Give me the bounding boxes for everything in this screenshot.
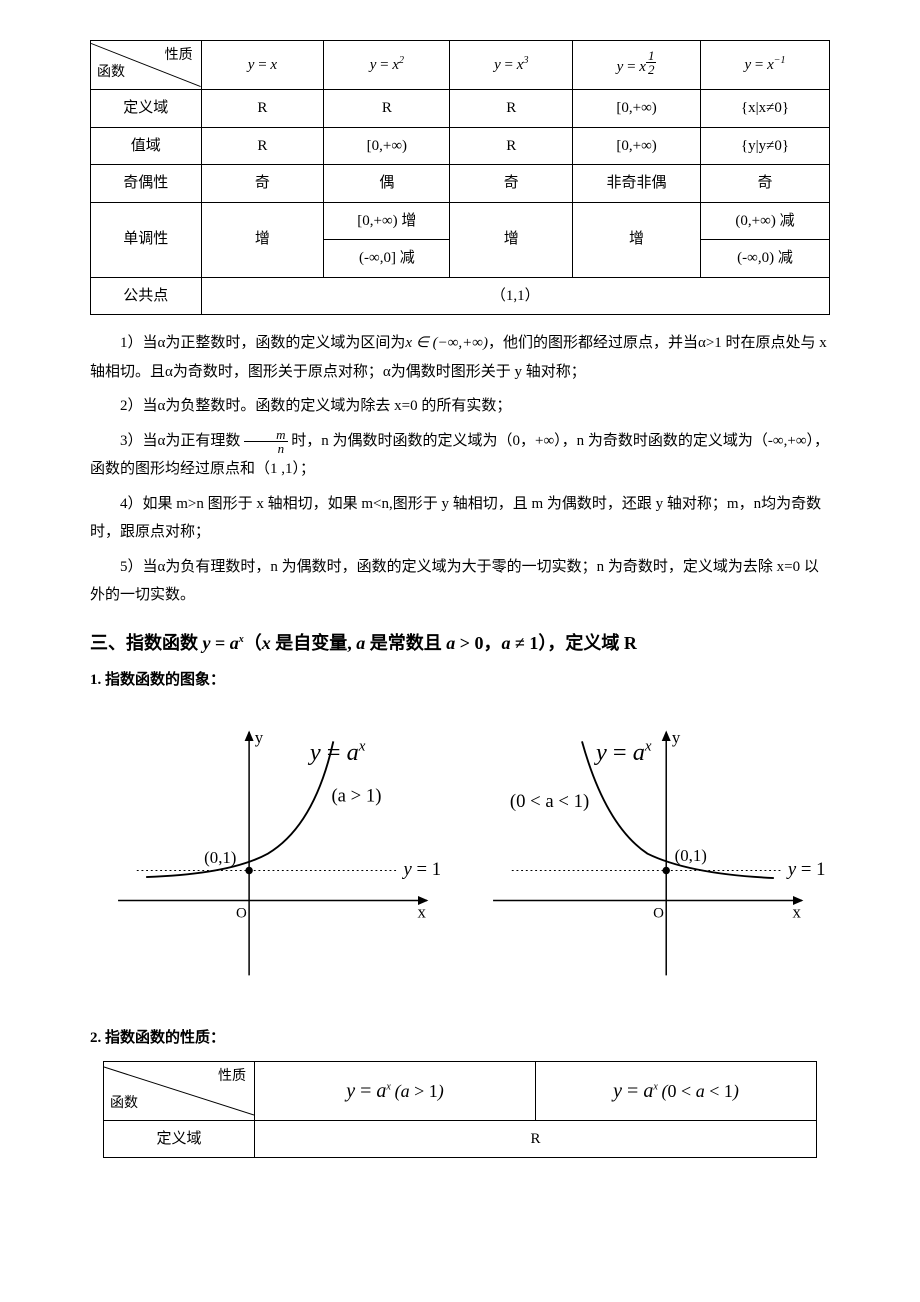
- y-axis-label: y: [255, 728, 264, 747]
- table-row: 定义域 R R R [0,+∞) {x|x≠0}: [91, 90, 830, 128]
- cell: 奇: [701, 165, 830, 203]
- power-fn-table: 性质 函数 y = x y = x2 y = x3 y = x12 y = x−…: [90, 40, 830, 315]
- origin-label: O: [236, 906, 247, 922]
- col-h1: y = ax (a > 1): [255, 1061, 536, 1120]
- row-label: 值域: [91, 127, 202, 165]
- cell: [0,+∞): [573, 127, 701, 165]
- section-3-title: 三、指数函数 y = ax（x 是自变量, a 是常数且 a > 0，a ≠ 1…: [90, 626, 830, 660]
- col-h1: y = x: [201, 41, 324, 90]
- diag-bottom: 函数: [97, 60, 125, 87]
- text: ，: [484, 633, 502, 653]
- table-row: 定义域 R: [104, 1120, 817, 1158]
- cell: [0,+∞) 增: [324, 202, 450, 240]
- svg-text:y = 1: y = 1: [786, 859, 826, 880]
- cell: 偶: [324, 165, 450, 203]
- cell: R: [201, 90, 324, 128]
- x-axis-label: x: [793, 903, 802, 922]
- cond-label: (a > 1): [331, 785, 381, 806]
- text: ），定义域 R: [538, 633, 637, 653]
- para-5: 5）当α为负有理数时，n 为偶数时，函数的定义域为大于零的一切实数；n 为奇数时…: [90, 553, 830, 610]
- cell: 奇: [201, 165, 324, 203]
- col-h2: y = x2: [324, 41, 450, 90]
- col-h5: y = x−1: [701, 41, 830, 90]
- sub-2: 2. 指数函数的性质：: [90, 1024, 830, 1053]
- row-label: 公共点: [91, 277, 202, 315]
- table-row: 公共点 （1,1）: [91, 277, 830, 315]
- cell: R: [201, 127, 324, 165]
- svg-text:y = ax: y = ax: [307, 739, 366, 766]
- row-label: 定义域: [104, 1120, 255, 1158]
- col-h4: y = x12: [573, 41, 701, 90]
- para-3: 3）当α为正有理数 mn 时，n 为偶数时函数的定义域为（0，+∞），n 为奇数…: [90, 427, 830, 484]
- para-1: 1）当α为正整数时，函数的定义域为区间为x ∈ (−∞,+∞)，他们的图形都经过…: [90, 329, 830, 386]
- text: 是自变量,: [271, 633, 357, 653]
- cell: (-∞,0] 减: [324, 240, 450, 278]
- table-row: 值域 R [0,+∞) R [0,+∞) {y|y≠0}: [91, 127, 830, 165]
- cell: 奇: [450, 165, 573, 203]
- diag-bottom: 函数: [110, 1091, 138, 1118]
- row-label: 定义域: [91, 90, 202, 128]
- row-label: 单调性: [91, 202, 202, 277]
- origin-label: O: [653, 906, 664, 922]
- cell: R: [450, 90, 573, 128]
- exp-graph-a-gt-1: y x O (0,1) y = 1 y = ax (a > 1): [90, 704, 455, 994]
- cond-label: (0 < a < 1): [510, 791, 589, 812]
- cell: R: [324, 90, 450, 128]
- diag-header: 性质 函数: [104, 1061, 255, 1120]
- text: 3）当α为正有理数: [120, 433, 240, 449]
- row-label: 奇偶性: [91, 165, 202, 203]
- text: 是常数且: [365, 633, 446, 653]
- fraction-icon: mn: [244, 428, 287, 455]
- exp-fn-table: 性质 函数 y = ax (a > 1) y = ax (0 < a < 1) …: [103, 1061, 817, 1159]
- text: 三、指数函数: [90, 633, 203, 653]
- col-h3: y = x3: [450, 41, 573, 90]
- cell: [0,+∞): [573, 90, 701, 128]
- math-inline: x ∈ (−∞,+∞): [405, 335, 488, 351]
- diag-top: 性质: [218, 1064, 246, 1091]
- col-h2: y = ax (0 < a < 1): [536, 1061, 817, 1120]
- diag-header: 性质 函数: [91, 41, 202, 90]
- cell: （1,1）: [201, 277, 829, 315]
- svg-text:y = ax: y = ax: [593, 739, 652, 766]
- diag-top: 性质: [165, 43, 193, 70]
- cell: 增: [450, 202, 573, 277]
- cell: [0,+∞): [324, 127, 450, 165]
- cell: {y|y≠0}: [701, 127, 830, 165]
- text: （: [244, 633, 262, 653]
- table-row: 奇偶性 奇 偶 奇 非奇非偶 奇: [91, 165, 830, 203]
- sub-1: 1. 指数函数的图象：: [90, 666, 830, 695]
- text: 1）当α为正整数时，函数的定义域为区间为: [120, 335, 405, 351]
- cell: (0,+∞) 减: [701, 202, 830, 240]
- point-label: (0,1): [675, 846, 707, 865]
- x-axis-label: x: [418, 903, 427, 922]
- cell: 增: [201, 202, 324, 277]
- exp-graph-a-lt-1: y x O (0,1) y = 1 y = ax (0 < a < 1): [465, 704, 830, 994]
- para-4: 4）如果 m>n 图形于 x 轴相切，如果 m<n,图形于 y 轴相切，且 m …: [90, 490, 830, 547]
- point-label: (0,1): [204, 848, 236, 867]
- svg-text:y = 1: y = 1: [402, 859, 442, 880]
- y-axis-label: y: [672, 728, 681, 747]
- para-2: 2）当α为负整数时。函数的定义域为除去 x=0 的所有实数；: [90, 392, 830, 421]
- cell: 增: [573, 202, 701, 277]
- table-row: 单调性 增 [0,+∞) 增 增 增 (0,+∞) 减: [91, 202, 830, 240]
- cell: R: [450, 127, 573, 165]
- cell: {x|x≠0}: [701, 90, 830, 128]
- cell: 非奇非偶: [573, 165, 701, 203]
- cell: (-∞,0) 减: [701, 240, 830, 278]
- cell: R: [255, 1120, 817, 1158]
